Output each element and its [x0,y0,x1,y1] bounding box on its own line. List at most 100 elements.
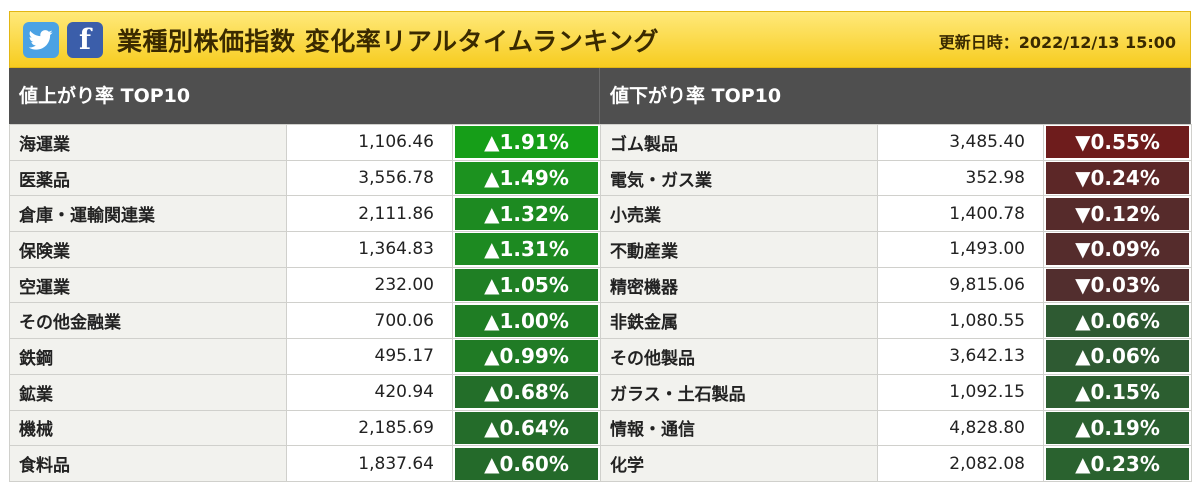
sector-name: 不動産業 [600,231,878,268]
facebook-share-button[interactable]: f [67,21,103,58]
index-value: 2,111.86 [286,195,453,233]
table-row: 食料品 1,837.64 ▲0.60% [9,445,601,482]
table-row: 鉄鋼 495.17 ▲0.99% [9,338,601,375]
index-value: 352.98 [877,159,1044,197]
table-row: 鉱業 420.94 ▲0.68% [9,373,601,411]
sector-name: 海運業 [9,124,287,161]
index-value: 700.06 [286,302,453,340]
table-row: 空運業 232.00 ▲1.05% [9,266,601,304]
table-row: その他金融業 700.06 ▲1.00% [9,302,601,340]
table-row: 電気・ガス業 352.98 ▼0.24% [600,159,1192,197]
header-banner: f 業種別株価指数 変化率リアルタイムランキング 更新日時：2022/12/13… [9,11,1191,68]
index-value: 1,400.78 [877,195,1044,233]
table-row: 精密機器 9,815.06 ▼0.03% [600,266,1192,304]
table-row: 医薬品 3,556.78 ▲1.49% [9,159,601,197]
change-rate-badge: ▲0.60% [455,447,598,480]
change-rate-badge: ▲0.64% [455,411,598,444]
index-value: 9,815.06 [877,266,1044,304]
sector-name: その他製品 [600,338,878,375]
table-row: 機械 2,185.69 ▲0.64% [9,409,601,447]
change-cell: ▲1.49% [452,159,601,197]
table-row: ゴム製品 3,485.40 ▼0.55% [600,124,1192,161]
sector-name: その他金融業 [9,302,287,340]
change-cell: ▲1.91% [452,124,601,161]
change-rate-badge: ▲1.05% [455,269,598,302]
twitter-bird-icon [29,29,53,50]
sector-name: 非鉄金属 [600,302,878,340]
table-row: その他製品 3,642.13 ▲0.06% [600,338,1192,375]
gainers-title: 値上がり率 TOP10 [9,68,600,124]
gainers-panel: 値上がり率 TOP10 海運業 1,106.46 ▲1.91% 医薬品 3,556.78… [9,68,601,482]
change-rate-badge: ▲1.31% [455,233,598,266]
change-cell: ▲0.23% [1043,445,1192,482]
index-value: 232.00 [286,266,453,304]
index-value: 2,185.69 [286,409,453,447]
table-row: ガラス・土石製品 1,092.15 ▲0.15% [600,373,1192,411]
index-value: 1,364.83 [286,231,453,268]
sector-name: 倉庫・運輸関連業 [9,195,287,233]
facebook-f-icon: f [78,23,92,56]
sector-name: 小売業 [600,195,878,233]
table-row: 化学 2,082.08 ▲0.23% [600,445,1192,482]
sector-name: ゴム製品 [600,124,878,161]
sector-name: 鉄鋼 [9,338,287,375]
page-title: 業種別株価指数 変化率リアルタイムランキング [117,26,659,56]
change-cell: ▲1.32% [452,195,601,233]
index-value: 1,837.64 [286,445,453,482]
index-value: 420.94 [286,373,453,411]
sector-name: 空運業 [9,266,287,304]
change-rate-badge: ▼0.03% [1046,269,1189,302]
index-value: 2,082.08 [877,445,1044,482]
change-rate-badge: ▲0.68% [455,376,598,409]
losers-table: ゴム製品 3,485.40 ▼0.55% 電気・ガス業 352.98 ▼0.24% 小売業 1… [600,124,1192,482]
gainers-table: 海運業 1,106.46 ▲1.91% 医薬品 3,556.78 ▲1.49% 倉庫・運輸関… [9,124,601,482]
change-cell: ▲0.06% [1043,338,1192,375]
sector-name: 情報・通信 [600,409,878,447]
change-cell: ▲1.31% [452,231,601,268]
sector-name: 機械 [9,409,287,447]
change-cell: ▲0.68% [452,373,601,411]
twitter-share-button[interactable] [23,21,59,58]
change-cell: ▲0.06% [1043,302,1192,340]
change-rate-badge: ▼0.09% [1046,233,1189,266]
change-rate-badge: ▼0.24% [1046,162,1189,195]
change-cell: ▲0.99% [452,338,601,375]
index-value: 1,092.15 [877,373,1044,411]
index-value: 3,642.13 [877,338,1044,375]
change-cell: ▼0.12% [1043,195,1192,233]
sector-name: 化学 [600,445,878,482]
ranking-widget: f 業種別株価指数 変化率リアルタイムランキング 更新日時：2022/12/13… [9,11,1192,482]
change-cell: ▼0.03% [1043,266,1192,304]
losers-title: 値下がり率 TOP10 [600,68,1191,124]
change-rate-badge: ▲0.15% [1046,376,1189,409]
change-cell: ▲0.60% [452,445,601,482]
table-row: 非鉄金属 1,080.55 ▲0.06% [600,302,1192,340]
change-rate-badge: ▲0.06% [1046,340,1189,373]
change-rate-badge: ▼0.12% [1046,197,1189,230]
change-cell: ▼0.09% [1043,231,1192,268]
updated-timestamp: 更新日時：2022/12/13 15:00 [938,33,1176,52]
table-row: 不動産業 1,493.00 ▼0.09% [600,231,1192,268]
change-cell: ▲1.05% [452,266,601,304]
table-row: 小売業 1,400.78 ▼0.12% [600,195,1192,233]
sector-name: 医薬品 [9,159,287,197]
change-cell: ▲0.15% [1043,373,1192,411]
index-value: 1,493.00 [877,231,1044,268]
table-row: 情報・通信 4,828.80 ▲0.19% [600,409,1192,447]
table-row: 倉庫・運輸関連業 2,111.86 ▲1.32% [9,195,601,233]
sector-name: 鉱業 [9,373,287,411]
sector-name: 保険業 [9,231,287,268]
change-rate-badge: ▼0.55% [1046,126,1189,159]
index-value: 3,485.40 [877,124,1044,161]
losers-panel: 値下がり率 TOP10 ゴム製品 3,485.40 ▼0.55% 電気・ガス業 352.… [600,68,1192,482]
sector-name: ガラス・土石製品 [600,373,878,411]
change-rate-badge: ▲0.19% [1046,411,1189,444]
sector-name: 精密機器 [600,266,878,304]
index-value: 1,106.46 [286,124,453,161]
change-cell: ▲0.19% [1043,409,1192,447]
change-rate-badge: ▲0.23% [1046,447,1189,480]
change-rate-badge: ▲1.32% [455,197,598,230]
change-rate-badge: ▲0.06% [1046,304,1189,337]
change-cell: ▲0.64% [452,409,601,447]
change-rate-badge: ▲0.99% [455,340,598,373]
